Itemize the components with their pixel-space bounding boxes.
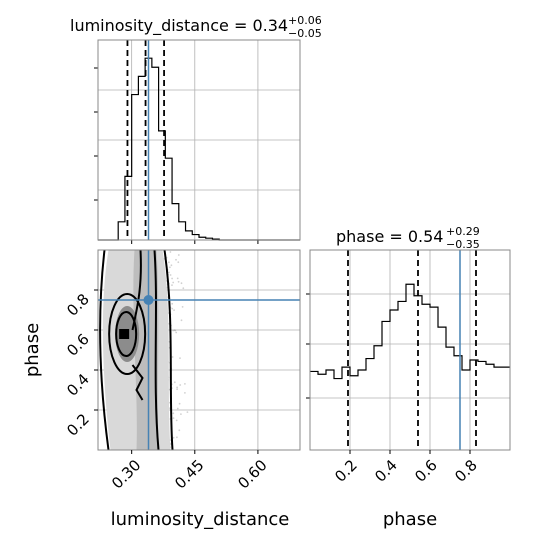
contour-line bbox=[153, 249, 160, 451]
contour-line bbox=[99, 249, 110, 451]
density-mode bbox=[119, 329, 130, 339]
sample-point bbox=[172, 412, 175, 415]
joint-density-panel: 0.30 0.45 0.60 0.2 0.4 0.6 0.8 bbox=[63, 249, 301, 492]
sample-point bbox=[175, 419, 178, 422]
sample-point bbox=[171, 277, 174, 280]
sample-point bbox=[184, 383, 186, 385]
sample-point bbox=[170, 264, 173, 267]
x-axis-label-phase: phase bbox=[383, 509, 437, 530]
y-axis-label-phase: phase bbox=[22, 323, 43, 377]
sample-point bbox=[178, 429, 181, 432]
sample-point bbox=[184, 392, 186, 394]
contour-line bbox=[115, 311, 138, 357]
y-tick-label: 0.4 bbox=[63, 370, 93, 400]
sample-point bbox=[180, 413, 182, 415]
histogram-phase bbox=[310, 283, 510, 380]
sample-point bbox=[168, 271, 170, 274]
sample-point bbox=[172, 281, 175, 284]
sample-point bbox=[168, 261, 170, 264]
luminosity-distance-histogram-panel bbox=[94, 39, 301, 244]
sample-point bbox=[172, 436, 175, 439]
x-tick-label: 0.45 bbox=[171, 456, 207, 492]
axes-frame bbox=[309, 249, 511, 451]
sample-point bbox=[186, 411, 189, 413]
sample-point bbox=[171, 284, 173, 286]
title-luminosity-distance-plus: +0.06 bbox=[288, 14, 322, 27]
sample-point bbox=[173, 381, 176, 384]
sample-point bbox=[175, 258, 177, 261]
sample-point bbox=[173, 329, 176, 332]
sample-point bbox=[176, 436, 178, 439]
sample-point bbox=[179, 384, 182, 386]
sample-point bbox=[176, 388, 179, 391]
sample-point bbox=[171, 307, 174, 310]
sample-point bbox=[180, 282, 183, 285]
x-tick-label: 0.30 bbox=[108, 456, 144, 492]
sample-point bbox=[174, 329, 177, 332]
sample-point bbox=[171, 302, 174, 305]
phase-histogram-panel: 0.2 0.4 0.6 0.8 bbox=[306, 249, 511, 486]
y-tick-label: 0.2 bbox=[63, 410, 93, 440]
x-tick-label: 0.4 bbox=[371, 456, 401, 486]
sample-point bbox=[177, 254, 180, 256]
sample-point bbox=[181, 306, 184, 308]
x-tick-label: 0.2 bbox=[331, 456, 361, 486]
y-tick-label: 0.6 bbox=[63, 330, 93, 360]
title-phase-plus: +0.29 bbox=[446, 225, 480, 238]
sample-point bbox=[176, 407, 179, 410]
x-tick-label: 0.60 bbox=[234, 456, 270, 492]
sample-point bbox=[176, 277, 179, 280]
title-phase: phase = 0.54 bbox=[336, 227, 443, 246]
truth-marker bbox=[143, 295, 154, 305]
sample-point bbox=[169, 274, 172, 276]
contour-line bbox=[131, 364, 144, 401]
sample-point bbox=[180, 319, 183, 322]
sample-point bbox=[177, 261, 180, 264]
contour-line bbox=[131, 249, 142, 331]
y-tick-label: 0.8 bbox=[63, 290, 93, 320]
x-tick-label: 0.6 bbox=[411, 456, 441, 486]
title-phase-minus: −0.35 bbox=[446, 238, 480, 251]
axes-frame bbox=[97, 249, 301, 451]
title-luminosity-distance: luminosity_distance = 0.34 bbox=[70, 16, 288, 36]
x-tick-label: 0.8 bbox=[451, 456, 481, 486]
sample-point bbox=[179, 357, 181, 359]
sample-point bbox=[172, 329, 175, 332]
sample-point bbox=[182, 287, 185, 290]
contour-line bbox=[108, 293, 147, 375]
sample-point bbox=[176, 386, 179, 389]
title-luminosity-distance-minus: −0.05 bbox=[288, 27, 322, 40]
sample-point bbox=[169, 251, 172, 253]
sample-point bbox=[172, 417, 175, 419]
sample-point bbox=[175, 331, 178, 334]
sample-point bbox=[177, 280, 180, 283]
sample-point bbox=[169, 266, 171, 269]
sample-point bbox=[178, 402, 181, 405]
axes-frame bbox=[97, 39, 301, 241]
sample-point bbox=[173, 309, 176, 311]
x-axis-label-luminosity-distance: luminosity_distance bbox=[111, 509, 290, 530]
sample-point bbox=[171, 356, 174, 358]
contour-line bbox=[163, 249, 174, 451]
